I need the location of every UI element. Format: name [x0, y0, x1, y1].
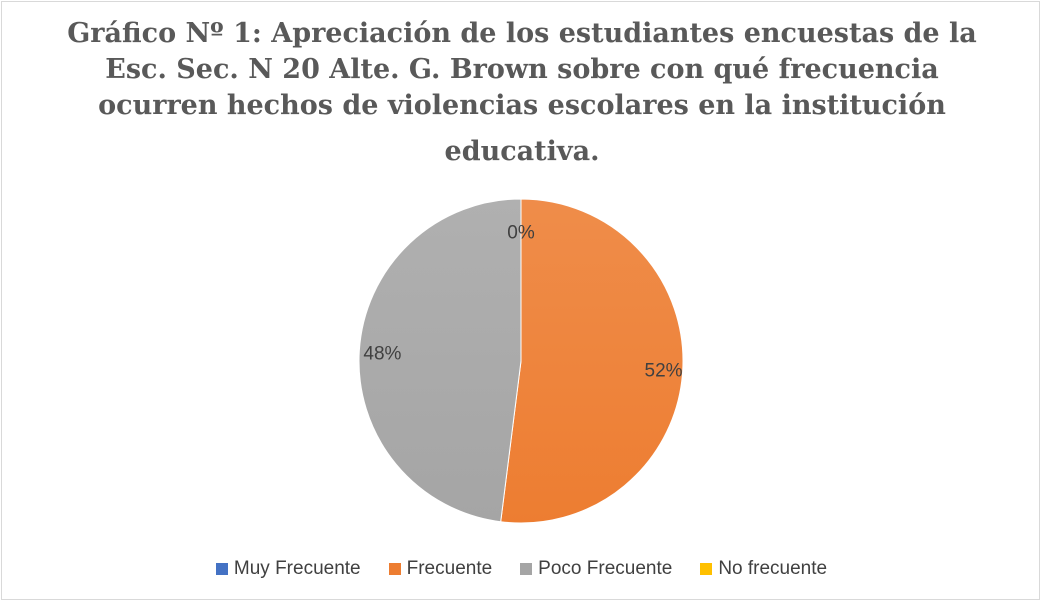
legend-swatch-muy-frecuente [215, 563, 228, 575]
legend-swatch-no-frecuente [700, 563, 713, 575]
legend-label-frecuente: Frecuente [406, 558, 493, 579]
data-label-frecuente: 52% [645, 360, 683, 381]
data-label-poco-frecuente: 48% [363, 344, 401, 365]
chart-title-line-2: Esc. Sec. N 20 Alte. G. Brown sobre con … [105, 54, 939, 85]
legend-label-muy-frecuente: Muy Frecuente [233, 558, 361, 579]
legend-item-frecuente: Frecuente [388, 558, 493, 580]
chart-title-line-4: educativa. [444, 136, 600, 167]
chart-title-line-1: Gráfico Nº 1: Apreciación de los estudia… [67, 18, 977, 49]
chart-title-line-3: ocurren hechos de violencias escolares e… [98, 90, 946, 121]
legend-swatch-poco-frecuente [520, 563, 533, 575]
pie-slice-poco-frecuente [358, 198, 522, 523]
legend-label-poco-frecuente: Poco Frecuente [538, 558, 673, 579]
legend: Muy Frecuente Frecuente Poco Frecuente No f… [2, 558, 1041, 580]
data-label-muy-frecuente: 0% [507, 222, 535, 243]
chart-title: Gráfico Nº 1: Apreciación de los estudia… [62, 16, 982, 170]
legend-swatch-frecuente [388, 563, 401, 575]
legend-label-no-frecuente: No frecuente [718, 558, 828, 579]
pie-slice-frecuente [500, 198, 684, 524]
legend-item-poco-frecuente: Poco Frecuente [520, 558, 672, 580]
legend-item-muy-frecuente: Muy Frecuente [215, 558, 361, 580]
legend-item-no-frecuente: No frecuente [700, 558, 827, 580]
